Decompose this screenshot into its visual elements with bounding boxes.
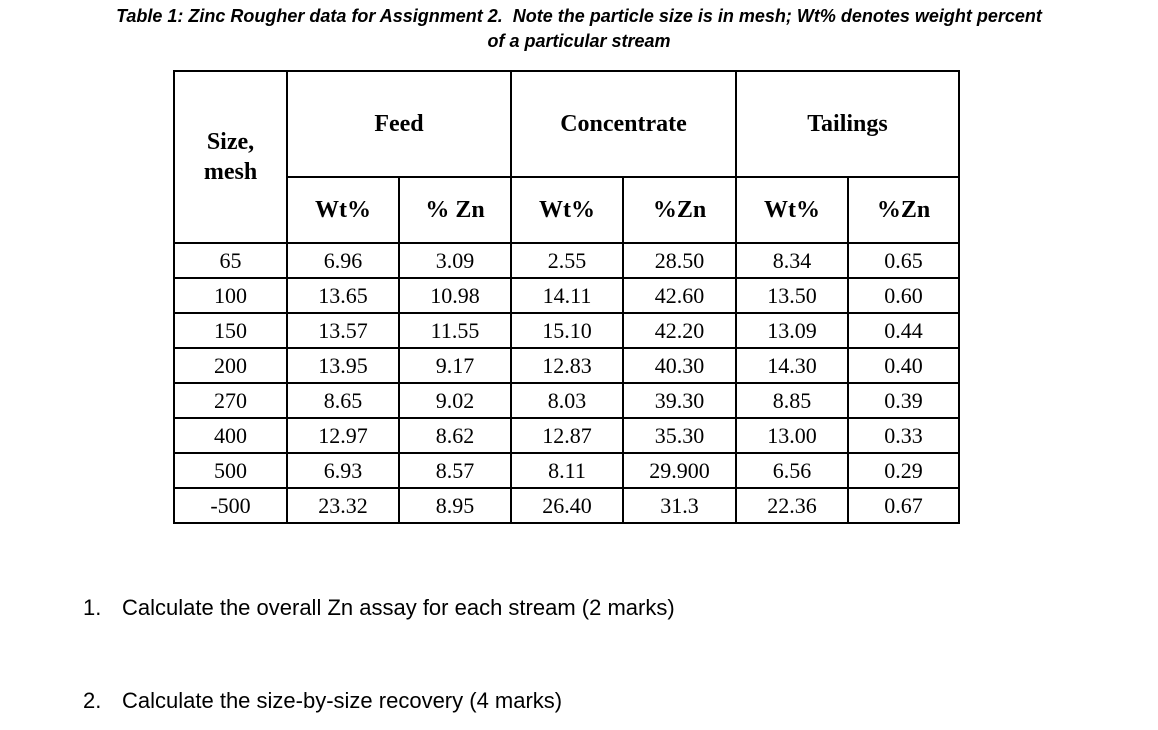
size-mesh-cell: 270 — [173, 382, 288, 419]
feed-zn-header: % Zn — [398, 176, 512, 244]
value-cell: 0.65 — [847, 242, 960, 279]
mesh-header-line: mesh — [203, 159, 258, 185]
value-cell: 31.3 — [622, 487, 737, 524]
value-cell: 11.55 — [398, 312, 512, 349]
question-1: 1. Calculate the overall Zn assay for ea… — [83, 595, 675, 621]
value-cell: 0.67 — [847, 487, 960, 524]
value-cell: 6.96 — [286, 242, 400, 279]
value-cell: 9.02 — [398, 382, 512, 419]
value-cell: 8.57 — [398, 452, 512, 489]
table-row: 200 13.95 9.17 12.83 40.30 14.30 0.40 — [173, 347, 960, 384]
value-cell: 8.62 — [398, 417, 512, 454]
value-cell: 28.50 — [622, 242, 737, 279]
value-cell: 0.33 — [847, 417, 960, 454]
zinc-rougher-data-table: Size, mesh Feed Concentrate Tailings Wt%… — [173, 70, 960, 524]
table-row: 65 6.96 3.09 2.55 28.50 8.34 0.65 — [173, 242, 960, 279]
concentrate-wt-header: Wt% — [510, 176, 624, 244]
table-row: 400 12.97 8.62 12.87 35.30 13.00 0.33 — [173, 417, 960, 454]
concentrate-group-header: Concentrate — [510, 70, 737, 178]
table-caption: Table 1: Zinc Rougher data for Assignmen… — [0, 4, 1158, 54]
size-mesh-cell: 200 — [173, 347, 288, 384]
tailings-wt-header: Wt% — [735, 176, 849, 244]
value-cell: 9.17 — [398, 347, 512, 384]
value-cell: 10.98 — [398, 277, 512, 314]
size-mesh-cell: -500 — [173, 487, 288, 524]
value-cell: 13.00 — [735, 417, 849, 454]
value-cell: 0.44 — [847, 312, 960, 349]
value-cell: 42.20 — [622, 312, 737, 349]
feed-group-header: Feed — [286, 70, 512, 178]
table-subheader-row: Wt% % Zn Wt% %Zn Wt% %Zn — [174, 176, 960, 244]
size-header-line: Size, — [206, 129, 255, 155]
table-caption-line-1: Table 1: Zinc Rougher data for Assignmen… — [116, 6, 1042, 26]
table-row: 270 8.65 9.02 8.03 39.30 8.85 0.39 — [173, 382, 960, 419]
value-cell: 39.30 — [622, 382, 737, 419]
value-cell: 15.10 — [510, 312, 624, 349]
value-cell: 26.40 — [510, 487, 624, 524]
value-cell: 14.11 — [510, 277, 624, 314]
value-cell: 40.30 — [622, 347, 737, 384]
question-2-text: Calculate the size-by-size recovery (4 m… — [122, 688, 563, 713]
table-row: 150 13.57 11.55 15.10 42.20 13.09 0.44 — [173, 312, 960, 349]
size-mesh-cell: 65 — [173, 242, 288, 279]
table-body: 65 6.96 3.09 2.55 28.50 8.34 0.65 100 13.65 10.98… — [173, 242, 960, 524]
feed-wt-header: Wt% — [286, 176, 400, 244]
size-mesh-cell: 100 — [173, 277, 288, 314]
value-cell: 3.09 — [398, 242, 512, 279]
value-cell: 8.65 — [286, 382, 400, 419]
size-mesh-cell: 400 — [173, 417, 288, 454]
concentrate-zn-header: %Zn — [622, 176, 737, 244]
value-cell: 0.60 — [847, 277, 960, 314]
value-cell: 42.60 — [622, 277, 737, 314]
value-cell: 0.40 — [847, 347, 960, 384]
value-cell: 13.95 — [286, 347, 400, 384]
value-cell: 0.39 — [847, 382, 960, 419]
value-cell: 23.32 — [286, 487, 400, 524]
value-cell: 8.85 — [735, 382, 849, 419]
value-cell: 22.36 — [735, 487, 849, 524]
tailings-group-header: Tailings — [735, 70, 960, 178]
size-mesh-header: Size, mesh — [173, 70, 288, 244]
value-cell: 13.57 — [286, 312, 400, 349]
value-cell: 12.87 — [510, 417, 624, 454]
size-mesh-cell: 500 — [173, 452, 288, 489]
value-cell: 8.03 — [510, 382, 624, 419]
table-row: 500 6.93 8.57 8.11 29.900 6.56 0.29 — [173, 452, 960, 489]
value-cell: 12.83 — [510, 347, 624, 384]
value-cell: 8.95 — [398, 487, 512, 524]
value-cell: 8.11 — [510, 452, 624, 489]
value-cell: 0.29 — [847, 452, 960, 489]
value-cell: 14.30 — [735, 347, 849, 384]
value-cell: 12.97 — [286, 417, 400, 454]
table-caption-line-2: of a particular stream — [487, 31, 671, 51]
question-2-number: 2. — [83, 688, 102, 713]
question-1-number: 1. — [83, 595, 102, 620]
value-cell: 6.56 — [735, 452, 849, 489]
size-mesh-cell: 150 — [173, 312, 288, 349]
question-1-text: Calculate the overall Zn assay for each … — [122, 595, 675, 620]
table-row: 100 13.65 10.98 14.11 42.60 13.50 0.60 — [173, 277, 960, 314]
value-cell: 2.55 — [510, 242, 624, 279]
table-row: -500 23.32 8.95 26.40 31.3 22.36 0.67 — [173, 487, 960, 524]
value-cell: 29.900 — [622, 452, 737, 489]
value-cell: 8.34 — [735, 242, 849, 279]
value-cell: 13.09 — [735, 312, 849, 349]
tailings-zn-header: %Zn — [847, 176, 960, 244]
question-2: 2. Calculate the size-by-size recovery (… — [83, 688, 562, 714]
value-cell: 6.93 — [286, 452, 400, 489]
value-cell: 13.50 — [735, 277, 849, 314]
value-cell: 35.30 — [622, 417, 737, 454]
table-header-group-row: Size, mesh Feed Concentrate Tailings — [173, 70, 960, 244]
value-cell: 13.65 — [286, 277, 400, 314]
